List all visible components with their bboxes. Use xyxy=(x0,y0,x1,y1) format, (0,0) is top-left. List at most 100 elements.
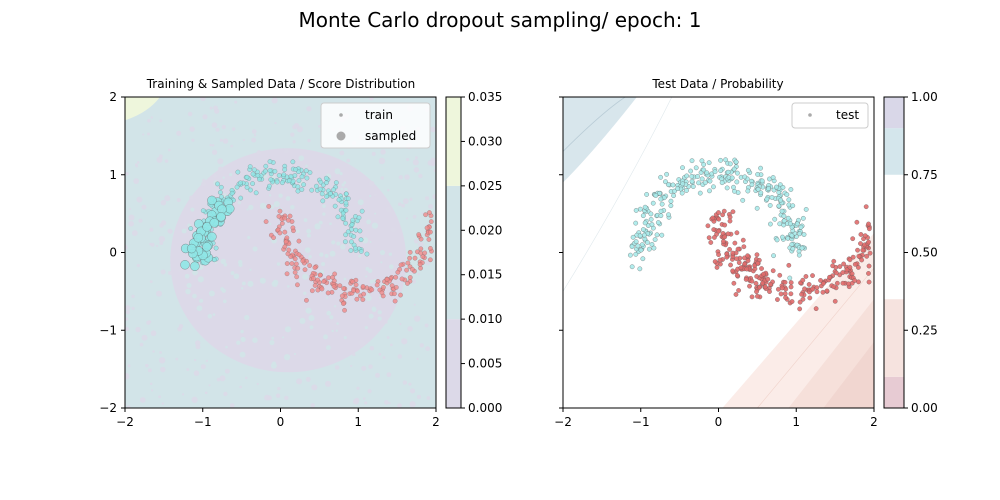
prob-colorbar-band xyxy=(884,128,904,175)
score-speckle xyxy=(213,174,218,179)
test-point xyxy=(663,179,668,185)
train-point xyxy=(307,263,312,268)
score-speckle xyxy=(156,244,159,248)
score-panel: Training & Sampled Data / Score Distribu… xyxy=(99,77,502,429)
score-colorbar-band xyxy=(446,319,461,408)
test-point xyxy=(785,215,791,221)
prob-colorbar-band xyxy=(884,299,904,377)
score-speckle xyxy=(181,228,187,234)
score-speckle xyxy=(158,235,166,243)
score-speckle xyxy=(277,386,281,391)
test-point xyxy=(800,215,806,221)
score-speckle xyxy=(362,237,369,244)
train-point xyxy=(326,275,331,280)
train-point xyxy=(428,229,433,235)
score-speckle xyxy=(181,393,185,396)
score-speckle xyxy=(271,336,275,340)
score-speckle xyxy=(340,187,344,191)
score-speckle xyxy=(371,151,376,156)
test-point xyxy=(688,168,693,174)
test-point xyxy=(738,265,744,271)
score-speckle xyxy=(225,345,228,349)
score-speckle xyxy=(369,240,372,243)
train-point xyxy=(332,203,338,209)
test-point xyxy=(671,193,676,198)
train-point xyxy=(252,167,257,173)
score-speckle xyxy=(231,127,236,131)
test-point xyxy=(670,182,676,188)
score-speckle xyxy=(246,208,249,211)
train-point xyxy=(319,286,325,292)
test-point xyxy=(711,227,717,232)
test-point xyxy=(734,256,740,262)
score-speckle xyxy=(357,199,364,206)
train-point xyxy=(290,225,296,231)
test-point xyxy=(684,188,689,193)
test-point xyxy=(731,166,737,172)
score-speckle xyxy=(388,252,393,256)
score-speckle xyxy=(382,356,386,359)
score-train-points xyxy=(188,159,434,313)
score-speckle xyxy=(274,121,277,125)
train-point xyxy=(349,222,355,227)
train-point xyxy=(428,257,433,263)
train-point xyxy=(292,270,298,275)
score-speckle xyxy=(176,198,181,203)
score-speckle xyxy=(199,298,204,303)
score-speckle xyxy=(333,304,337,308)
score-speckle xyxy=(409,401,416,408)
score-speckle xyxy=(187,111,193,117)
train-point xyxy=(407,250,413,255)
score-speckle xyxy=(369,194,372,198)
x-tick-label: 1 xyxy=(354,415,362,429)
score-speckle xyxy=(213,105,218,111)
test-point xyxy=(781,213,787,219)
score-speckle xyxy=(160,199,167,206)
train-point xyxy=(283,239,289,245)
test-point xyxy=(668,198,674,204)
test-point xyxy=(740,237,746,243)
prob-colorbar-label: 1.00 xyxy=(911,90,938,104)
score-speckle xyxy=(127,364,131,368)
train-point xyxy=(284,271,290,277)
score-speckle xyxy=(303,218,308,222)
train-point xyxy=(418,250,424,256)
test-point xyxy=(736,260,742,265)
score-speckle xyxy=(131,230,138,236)
test-point xyxy=(858,241,863,246)
legend-sampled-label: sampled xyxy=(365,129,416,143)
test-point xyxy=(831,284,837,290)
test-point xyxy=(727,161,733,167)
test-point xyxy=(774,184,779,190)
train-point xyxy=(422,250,428,256)
test-point xyxy=(638,247,644,253)
train-point xyxy=(274,179,280,185)
train-point xyxy=(353,245,358,251)
test-point xyxy=(672,188,677,194)
score-speckle xyxy=(401,338,408,345)
score-speckle xyxy=(185,288,191,295)
test-point xyxy=(642,232,647,238)
test-point xyxy=(802,286,807,292)
score-y-ticks: −2 −1 0 1 2 xyxy=(99,90,125,415)
score-speckle xyxy=(192,269,198,276)
test-point xyxy=(719,180,725,186)
train-point xyxy=(267,159,273,164)
score-speckle xyxy=(318,124,321,128)
test-point xyxy=(727,218,733,224)
score-speckle xyxy=(194,340,201,346)
test-point xyxy=(741,244,747,250)
test-point xyxy=(718,168,724,173)
score-speckle xyxy=(380,149,386,155)
score-speckle xyxy=(364,325,369,330)
test-point xyxy=(714,265,720,270)
test-point xyxy=(754,289,759,294)
train-point xyxy=(282,215,287,221)
legend-train-label: train xyxy=(365,108,393,122)
test-point xyxy=(735,246,741,252)
train-point xyxy=(287,178,292,184)
score-speckle xyxy=(369,279,374,284)
train-point xyxy=(304,298,309,303)
score-speckle xyxy=(236,340,241,345)
score-speckle xyxy=(209,106,213,110)
